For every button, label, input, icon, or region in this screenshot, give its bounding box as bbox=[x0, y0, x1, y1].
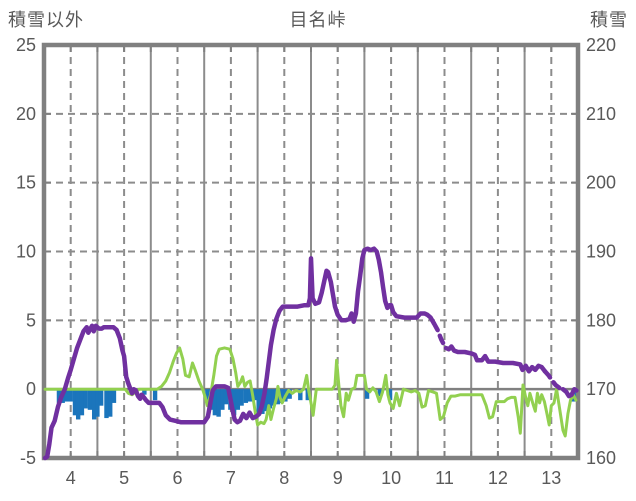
blue-bars bbox=[111, 389, 117, 403]
blue-bars bbox=[364, 389, 370, 399]
x-axis-tick-label: 11 bbox=[435, 468, 454, 488]
blue-bars bbox=[243, 389, 249, 403]
blue-bars bbox=[235, 389, 241, 410]
blue-bars bbox=[64, 389, 69, 402]
left-axis-tick-label: 0 bbox=[26, 379, 36, 399]
x-axis-tick-label: 10 bbox=[381, 468, 401, 488]
x-axis-tick-label: 6 bbox=[172, 468, 182, 488]
right-axis-title: 積雪 bbox=[590, 10, 628, 30]
x-axis-tick-label: 7 bbox=[226, 468, 236, 488]
snow-depth-line bbox=[560, 386, 579, 399]
x-axis-tick-label: 9 bbox=[333, 468, 343, 488]
blue-bars bbox=[305, 389, 310, 401]
right-axis-tick-label: 190 bbox=[586, 242, 616, 262]
blue-bars bbox=[247, 389, 253, 402]
right-axis-tick-label: 160 bbox=[586, 448, 616, 468]
blue-bars bbox=[152, 389, 158, 401]
blue-bars bbox=[279, 389, 284, 403]
blue-bars bbox=[108, 389, 113, 417]
blue-bars bbox=[68, 389, 73, 402]
left-axis-tick-label: 5 bbox=[26, 310, 36, 330]
blue-bars bbox=[377, 389, 383, 397]
blue-bars bbox=[263, 389, 269, 412]
left-axis-tick-label: 15 bbox=[16, 173, 36, 193]
blue-bars bbox=[104, 389, 109, 419]
snow-depth-line bbox=[431, 320, 452, 352]
blue-bars bbox=[56, 389, 62, 403]
blue-bars bbox=[72, 389, 78, 416]
blue-bars bbox=[271, 389, 276, 406]
blue-bars bbox=[205, 389, 210, 403]
blue-bars bbox=[223, 389, 229, 405]
right-axis-tick-label: 220 bbox=[586, 35, 616, 55]
x-axis-tick-label: 4 bbox=[66, 468, 76, 488]
blue-bars bbox=[83, 389, 88, 409]
blue-bars bbox=[79, 389, 85, 416]
left-axis-tick-label: 20 bbox=[16, 104, 36, 124]
right-axis-tick-label: 200 bbox=[586, 173, 616, 193]
blue-bars bbox=[216, 389, 221, 417]
blue-bars bbox=[220, 389, 225, 410]
blue-bars bbox=[87, 389, 93, 410]
left-axis-tick-label: 10 bbox=[16, 242, 36, 262]
blue-bars bbox=[231, 389, 237, 416]
blue-bars bbox=[387, 389, 393, 401]
left-axis-tick-label: -5 bbox=[20, 448, 36, 468]
blue-bars bbox=[256, 389, 261, 416]
x-axis-tick-label: 5 bbox=[119, 468, 129, 488]
left-axis-tick-label: 25 bbox=[16, 35, 36, 55]
x-axis-tick-label: 12 bbox=[488, 468, 508, 488]
x-axis-tick-label: 8 bbox=[279, 468, 289, 488]
blue-bars bbox=[91, 389, 97, 420]
blue-bars bbox=[287, 389, 292, 399]
right-axis-tick-label: 170 bbox=[586, 379, 616, 399]
blue-bars bbox=[252, 389, 257, 401]
right-axis-tick-label: 210 bbox=[586, 104, 616, 124]
snow-depth-line bbox=[542, 369, 566, 392]
blue-bars bbox=[239, 389, 244, 406]
blue-bars bbox=[95, 389, 100, 417]
blue-bars bbox=[75, 389, 81, 420]
snow-depth-line bbox=[42, 246, 437, 461]
blue-bars bbox=[212, 389, 218, 416]
right-axis-tick-label: 180 bbox=[586, 310, 616, 330]
non-snow-line bbox=[43, 346, 578, 438]
left-axis-title: 積雪以外 bbox=[8, 10, 84, 30]
blue-bars bbox=[298, 389, 303, 401]
blue-bars bbox=[267, 389, 273, 409]
snow-depth-line bbox=[446, 344, 548, 374]
x-axis-tick-label: 13 bbox=[541, 468, 561, 488]
blue-bars bbox=[98, 389, 104, 406]
chart-title: 目名峠 bbox=[289, 10, 347, 30]
blue-bars bbox=[142, 389, 147, 395]
